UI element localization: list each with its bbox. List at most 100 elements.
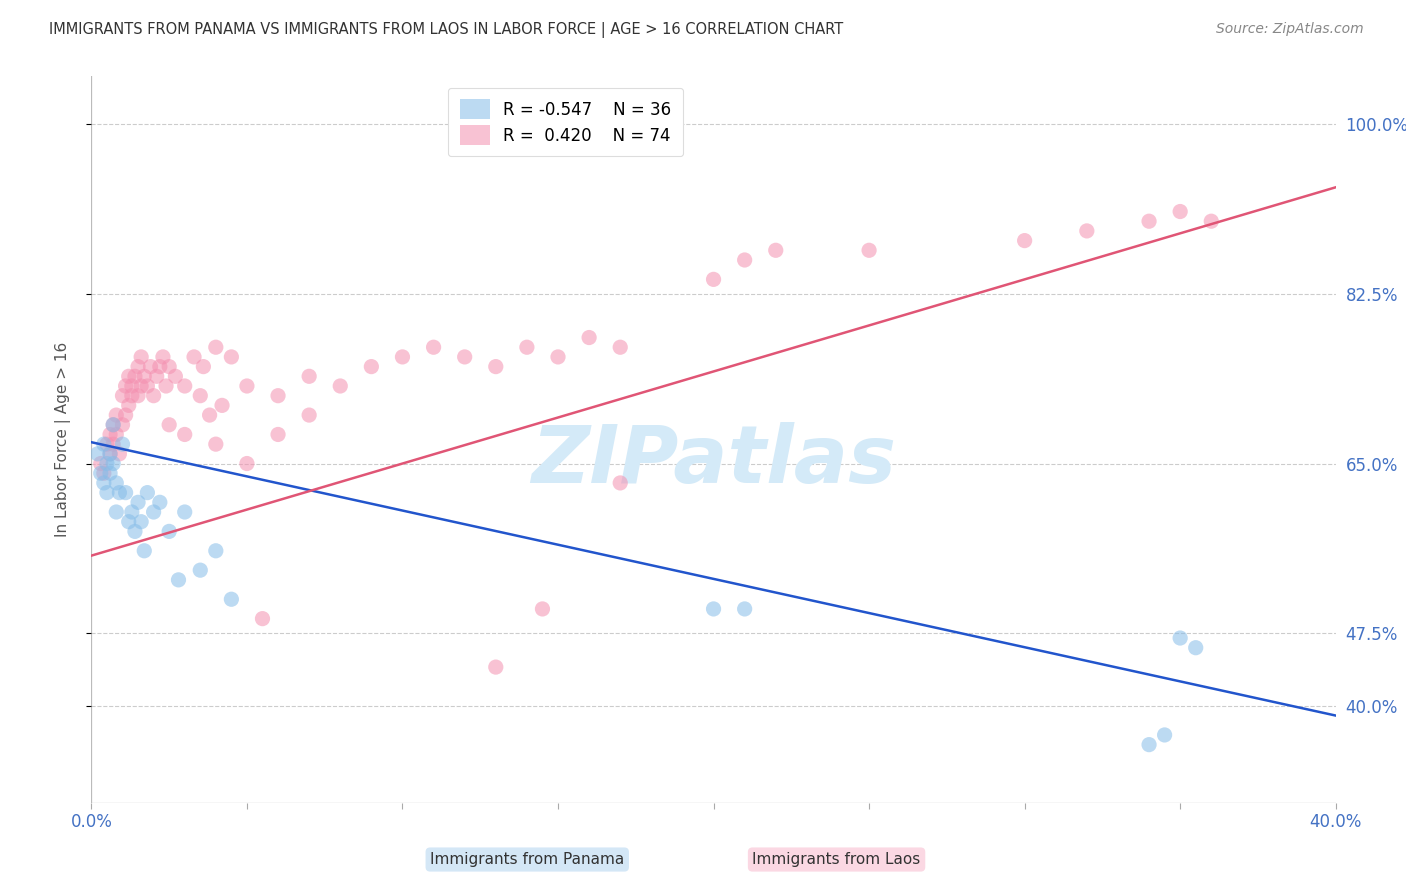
- Point: [221, 592, 243, 607]
- Point: [98, 447, 121, 461]
- Point: [129, 515, 152, 529]
- Point: [329, 379, 352, 393]
- Point: [127, 495, 149, 509]
- Point: [105, 475, 128, 490]
- Point: [198, 408, 221, 422]
- Point: [858, 244, 880, 258]
- Point: [118, 369, 141, 384]
- Point: [205, 340, 228, 354]
- Point: [578, 330, 600, 344]
- Point: [142, 389, 165, 403]
- Point: [1137, 214, 1160, 228]
- Point: [149, 359, 172, 374]
- Point: [101, 457, 124, 471]
- Point: [734, 252, 756, 267]
- Point: [547, 350, 569, 364]
- Point: [360, 359, 382, 374]
- Point: [1168, 204, 1191, 219]
- Point: [105, 505, 128, 519]
- Point: [124, 369, 146, 384]
- Point: [1168, 631, 1191, 645]
- Point: [93, 437, 115, 451]
- Point: [157, 417, 180, 432]
- Point: [134, 369, 156, 384]
- Point: [236, 379, 259, 393]
- Point: [236, 457, 259, 471]
- Point: [118, 515, 141, 529]
- Point: [111, 389, 134, 403]
- Text: Immigrants from Laos: Immigrants from Laos: [752, 852, 921, 867]
- Point: [183, 350, 205, 364]
- Point: [155, 379, 177, 393]
- Point: [609, 475, 631, 490]
- Point: [252, 612, 274, 626]
- Point: [391, 350, 413, 364]
- Point: [108, 447, 131, 461]
- Point: [167, 573, 190, 587]
- Point: [139, 359, 162, 374]
- Point: [136, 485, 159, 500]
- Point: [134, 543, 156, 558]
- Text: Immigrants from Panama: Immigrants from Panama: [430, 852, 624, 867]
- Point: [101, 437, 124, 451]
- Point: [93, 475, 115, 490]
- Point: [765, 244, 787, 258]
- Point: [702, 272, 725, 286]
- Point: [205, 543, 228, 558]
- Point: [149, 495, 172, 509]
- Point: [702, 602, 725, 616]
- Point: [121, 379, 143, 393]
- Point: [1153, 728, 1175, 742]
- Point: [165, 369, 187, 384]
- Point: [267, 427, 290, 442]
- Point: [173, 505, 195, 519]
- Point: [1184, 640, 1206, 655]
- Point: [173, 379, 195, 393]
- Point: [1076, 224, 1098, 238]
- Point: [96, 437, 118, 451]
- Point: [129, 379, 152, 393]
- Point: [485, 359, 508, 374]
- Point: [267, 389, 290, 403]
- Point: [101, 417, 124, 432]
- Point: [105, 408, 128, 422]
- Point: [205, 437, 228, 451]
- Point: [90, 457, 112, 471]
- Point: [111, 417, 134, 432]
- Point: [121, 389, 143, 403]
- Point: [121, 505, 143, 519]
- Point: [453, 350, 475, 364]
- Point: [127, 389, 149, 403]
- Point: [118, 398, 141, 412]
- Point: [105, 427, 128, 442]
- Point: [516, 340, 538, 354]
- Point: [298, 408, 321, 422]
- Text: IMMIGRANTS FROM PANAMA VS IMMIGRANTS FROM LAOS IN LABOR FORCE | AGE > 16 CORRELA: IMMIGRANTS FROM PANAMA VS IMMIGRANTS FRO…: [49, 22, 844, 38]
- Point: [193, 359, 215, 374]
- Point: [86, 447, 108, 461]
- Point: [485, 660, 508, 674]
- Point: [609, 340, 631, 354]
- Point: [1201, 214, 1223, 228]
- Point: [188, 389, 211, 403]
- Legend: R = -0.547    N = 36, R =  0.420    N = 74: R = -0.547 N = 36, R = 0.420 N = 74: [449, 87, 683, 156]
- Point: [90, 467, 112, 481]
- Point: [157, 524, 180, 539]
- Point: [114, 379, 136, 393]
- Point: [157, 359, 180, 374]
- Point: [188, 563, 211, 577]
- Point: [127, 359, 149, 374]
- Point: [531, 602, 554, 616]
- Point: [136, 379, 159, 393]
- Point: [98, 447, 121, 461]
- Point: [1014, 234, 1036, 248]
- Point: [93, 467, 115, 481]
- Text: ZIPatlas: ZIPatlas: [531, 422, 896, 500]
- Point: [96, 485, 118, 500]
- Point: [152, 350, 174, 364]
- Point: [96, 457, 118, 471]
- Point: [129, 350, 152, 364]
- Point: [98, 467, 121, 481]
- Point: [221, 350, 243, 364]
- Point: [98, 427, 121, 442]
